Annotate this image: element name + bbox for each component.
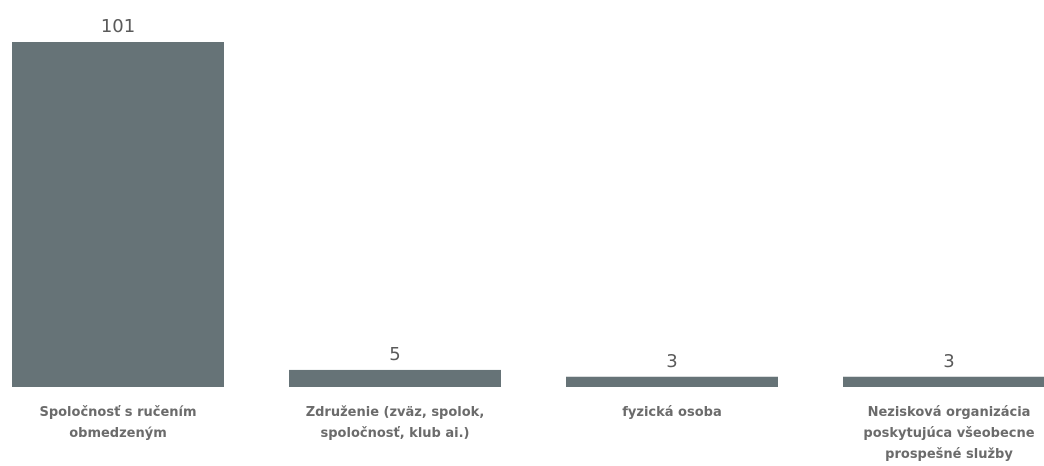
category-label-2: Združenie (zväz, spolok, spoločnosť, klub… xyxy=(306,405,485,441)
category-label-line: obmedzeným xyxy=(69,426,167,441)
category-label-line: Nezisková organizácia xyxy=(868,405,1031,420)
value-label-3: 3 xyxy=(666,351,677,372)
category-label-4: Nezisková organizácia poskytujúca všeobec… xyxy=(863,405,1034,462)
value-label-1: 101 xyxy=(101,16,135,37)
bar-2 xyxy=(289,369,501,387)
category-label-line: Spoločnosť s ručením xyxy=(39,405,196,420)
value-label-2: 5 xyxy=(389,344,400,365)
value-label-4: 3 xyxy=(943,351,954,372)
category-label-line: fyzická osoba xyxy=(622,405,721,420)
category-label-3: fyzická osoba xyxy=(622,405,721,420)
bar-1 xyxy=(12,42,224,387)
category-label-line: spoločnosť, klub ai.) xyxy=(321,426,470,441)
category-label-line: prospešné služby xyxy=(885,447,1013,462)
bar-4 xyxy=(843,376,1044,387)
category-label-line: poskytujúca všeobecne xyxy=(863,426,1034,441)
category-labels-group: Spoločnosť s ručením obmedzeným Združenie … xyxy=(39,405,1034,462)
value-labels-group: 101 5 3 3 xyxy=(101,16,955,372)
category-label-line: Združenie (zväz, spolok, xyxy=(306,405,485,420)
bars-group xyxy=(12,42,1044,387)
bar-3 xyxy=(566,376,778,387)
category-label-1: Spoločnosť s ručením obmedzeným xyxy=(39,405,196,441)
